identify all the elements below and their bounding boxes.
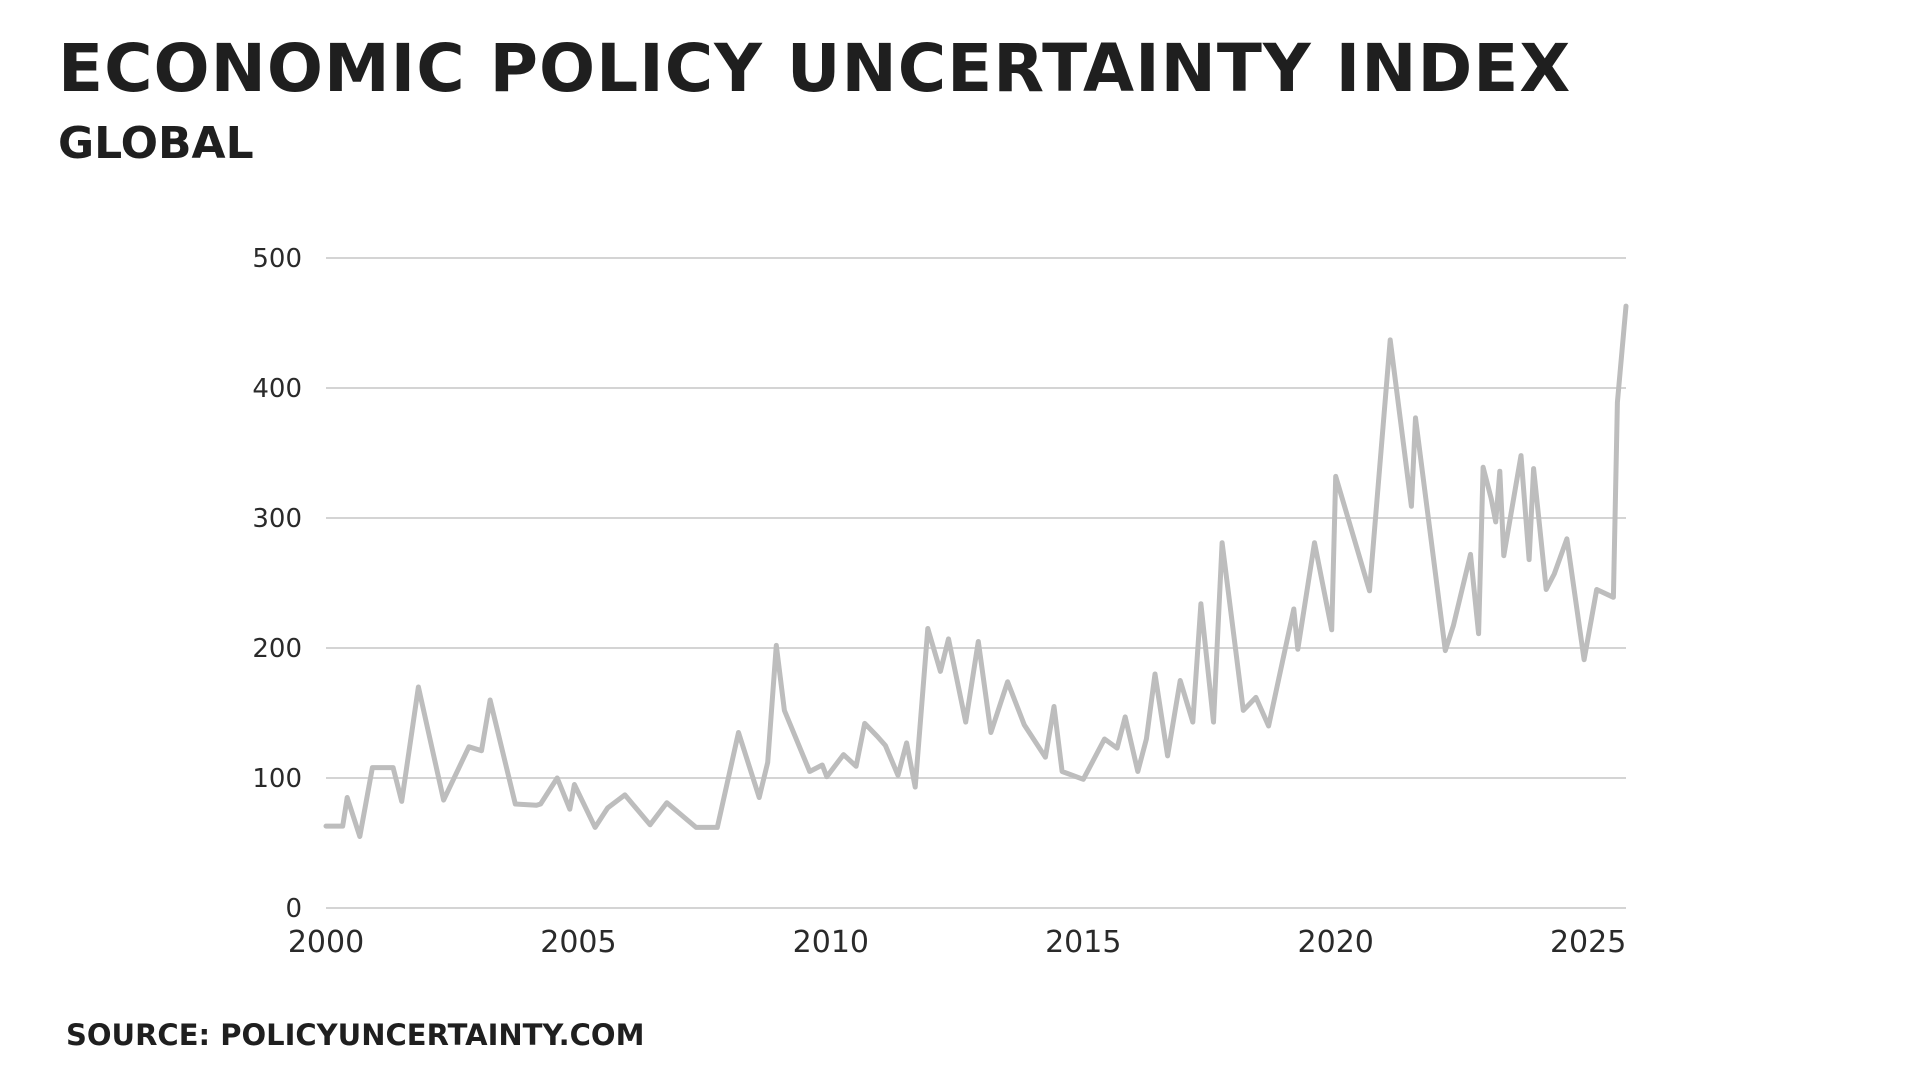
y-tick-label: 100 [252, 764, 302, 794]
x-tick-label: 2010 [793, 925, 869, 960]
y-axis-labels: 0 100 200 300 400 500 [252, 244, 302, 924]
series-line-0 [323, 303, 1629, 839]
x-tick-label: 2005 [540, 925, 616, 960]
y-tick-label: 500 [252, 244, 302, 274]
chart-title: Economic Policy Uncertainty Index [58, 30, 1572, 107]
series-layer [323, 303, 1629, 839]
source-note: Source: policyuncertainty.com [66, 1018, 645, 1052]
x-axis-labels: 2000 2005 2010 2015 2020 2025 [288, 925, 1626, 960]
y-tick-label: 0 [285, 894, 302, 924]
x-tick-label: 2015 [1045, 925, 1121, 960]
chart-subtitle: Global [58, 118, 254, 169]
y-tick-label: 300 [252, 504, 302, 534]
y-tick-label: 200 [252, 634, 302, 664]
x-tick-label: 2025 [1550, 925, 1626, 960]
x-tick-label: 2000 [288, 925, 364, 960]
grid-lines [326, 257, 1626, 909]
x-tick-label: 2020 [1298, 925, 1374, 960]
y-tick-label: 400 [252, 374, 302, 404]
